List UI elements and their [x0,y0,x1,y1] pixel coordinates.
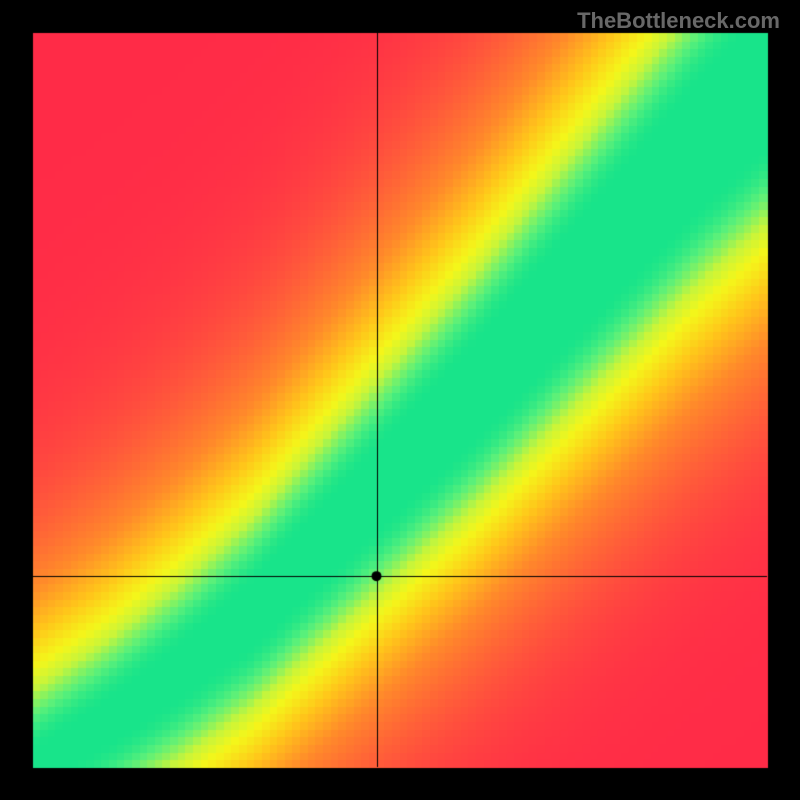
heatmap-chart [0,0,800,800]
watermark-text: TheBottleneck.com [577,8,780,34]
chart-container: TheBottleneck.com [0,0,800,800]
